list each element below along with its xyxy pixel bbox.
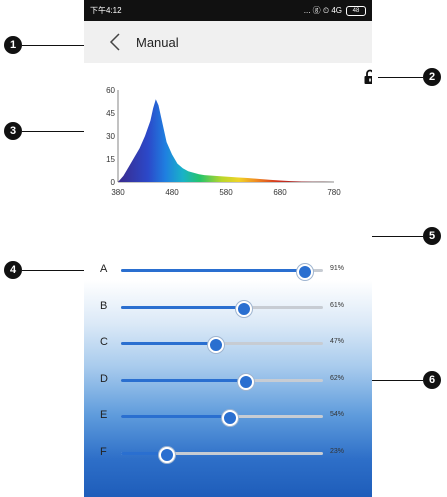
slider-fill [121,415,231,418]
callout-line-4 [22,270,92,271]
back-button[interactable] [98,21,132,63]
callout-line-1 [22,45,106,46]
slider-percent: 47% [330,338,345,345]
callout-line-3 [22,131,134,132]
channel-label: E [100,409,108,421]
status-bar: 下午4:12 ... ⓖ ⏲ 4G 48 [84,0,372,21]
slider-row-b: B 61% [84,297,372,317]
slider-track-c[interactable] [121,337,323,353]
slider-track-e[interactable] [121,410,323,426]
slider-percent: 61% [330,301,345,309]
slider-thumb-b[interactable] [236,300,253,317]
channel-label: A [100,263,108,275]
slider-thumb-d[interactable] [238,373,255,390]
callout-marker-6: 6 [423,371,441,389]
callout-line-2 [378,77,423,78]
chart-x-tick-label: 680 [273,188,287,197]
slider-thumb-e[interactable] [222,410,239,426]
slider-thumb-f[interactable] [159,446,176,463]
slider-row-e: E 54% [84,406,372,426]
channel-slider-panel: A 91% B 61% C 47% D 62% E 54% F 23% [84,226,372,497]
spectrum-chart: 0 15 30 45 60 380 480 580 680 780 [106,86,341,197]
slider-track-f[interactable] [121,446,323,463]
slider-row-f: F 23% [84,443,372,463]
callout-marker-4: 4 [4,261,22,279]
spectrum-area [118,99,334,182]
callout-marker-2: 2 [423,68,441,86]
chart-x-tick-label: 380 [111,188,125,197]
channel-label: F [100,445,107,458]
slider-percent: 91% [330,265,345,272]
chart-x-tick-label: 780 [327,188,341,197]
chart-x-tick-label: 480 [165,188,179,197]
chart-y-tick-label: 60 [106,86,115,95]
slider-fill [121,269,305,272]
slider-fill [121,342,216,345]
chart-y-tick-label: 30 [106,132,115,141]
callout-marker-3: 3 [4,122,22,140]
chart-y-tick-label: 15 [106,155,115,164]
slider-row-c: C 47% [84,333,372,353]
slider-fill [121,305,245,309]
slider-thumb-a[interactable] [296,264,313,280]
slider-row-d: D 62% [84,370,372,390]
slider-percent: 54% [330,411,345,418]
page-title: Manual [136,34,179,50]
channel-label: B [100,299,108,312]
lock-icon[interactable] [363,69,372,85]
callout-marker-5: 5 [423,227,441,245]
channel-label: D [100,372,108,385]
status-signal-text: ... ⓖ ⏲ 4G [303,6,342,15]
slider-fill [121,378,247,382]
status-time: 下午4:12 [90,6,122,15]
slider-thumb-c[interactable] [207,337,224,353]
battery-icon: 48 [346,5,366,16]
app-header: Manual [84,21,372,63]
slider-track-d[interactable] [121,373,323,390]
slider-track-a[interactable] [121,264,323,280]
chevron-left-icon [109,33,120,51]
chart-y-tick-label: 0 [111,178,116,187]
slider-track-b[interactable] [121,300,323,317]
phone-screen: 下午4:12 ... ⓖ ⏲ 4G 48 Manual [84,0,372,497]
chart-y-tick-label: 45 [106,109,115,118]
chart-x-tick-label: 580 [219,188,233,197]
slider-fill [121,451,168,455]
slider-row-a: A 91% [84,260,372,280]
channel-label: C [100,336,108,348]
status-indicators: ... ⓖ ⏲ 4G 48 [304,5,366,16]
slider-percent: 62% [330,374,345,382]
callout-line-6 [350,380,423,381]
slider-percent: 23% [330,447,345,455]
callout-marker-1: 1 [4,36,22,54]
